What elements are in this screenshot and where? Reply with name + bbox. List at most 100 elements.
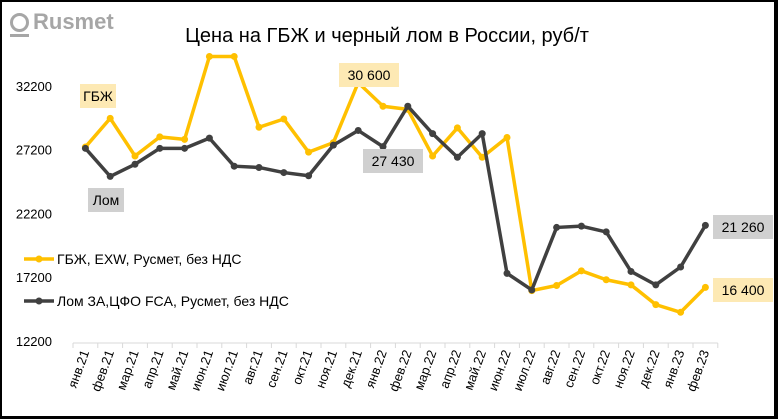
y-tick-label: 22200	[16, 206, 52, 221]
data-point-0	[453, 124, 461, 132]
data-point-1	[354, 126, 362, 134]
series-line-1	[84, 104, 707, 292]
data-point-0	[106, 114, 114, 122]
y-tick-label: 12200	[16, 334, 52, 349]
data-point-0	[181, 135, 189, 143]
data-point-0	[429, 152, 437, 160]
data-point-0	[156, 133, 164, 141]
x-tick-label: янв.21	[65, 348, 93, 390]
x-tick-label: окт.21	[289, 348, 315, 387]
x-tick-label: ноя.21	[313, 348, 341, 390]
data-label: 27 430	[372, 153, 415, 169]
data-point-1	[280, 169, 288, 177]
x-tick-label: май.22	[461, 348, 489, 392]
data-point-0	[602, 276, 610, 284]
x-tick-label: дек.21	[338, 348, 365, 389]
data-point-1	[81, 144, 89, 152]
data-point-1	[156, 144, 164, 152]
x-tick-label: апр.21	[139, 348, 167, 390]
data-point-1	[627, 267, 635, 275]
chart-title: Цена на ГБЖ и черный лом в России, руб/т	[185, 25, 589, 47]
data-point-1	[205, 134, 213, 142]
data-point-0	[230, 52, 238, 60]
rusmet-logo: Rusmet	[10, 9, 114, 37]
y-tick-label: 27200	[16, 143, 52, 158]
data-point-1	[652, 281, 660, 289]
x-tick-label: апр.22	[437, 348, 465, 390]
legend-marker-1	[35, 297, 43, 305]
data-label-bg	[713, 215, 773, 239]
x-tick-label: окт.22	[587, 348, 613, 387]
x-tick-label: авг.21	[240, 348, 266, 386]
data-point-0	[478, 153, 486, 161]
data-point-0	[652, 301, 660, 309]
x-tick-label: янв.23	[660, 348, 688, 390]
data-point-1	[106, 172, 114, 180]
data-point-1	[429, 130, 437, 138]
x-tick-label: июл.21	[212, 348, 241, 393]
data-label: 30 600	[348, 67, 391, 83]
data-label-bg	[88, 188, 124, 212]
data-point-0	[627, 281, 635, 289]
data-label: ГБЖ	[83, 88, 113, 104]
data-point-1	[503, 269, 511, 277]
x-tick-label: янв.22	[362, 348, 390, 390]
data-point-0	[280, 115, 288, 123]
data-point-1	[255, 163, 263, 171]
y-tick-label: 17200	[16, 270, 52, 285]
data-point-0	[305, 148, 313, 156]
x-tick-label: авг.22	[537, 348, 563, 386]
data-point-1	[181, 144, 189, 152]
x-tick-label: июн.22	[485, 348, 514, 393]
x-tick-label: май.21	[163, 348, 191, 392]
data-label: 21 260	[722, 219, 765, 235]
data-label-bg	[363, 149, 423, 173]
x-tick-label: мар.22	[411, 348, 439, 392]
data-label-bg	[713, 278, 773, 302]
data-point-0	[677, 308, 685, 316]
data-label: 16 400	[722, 282, 765, 298]
y-tick-label: 32200	[16, 79, 52, 94]
data-point-1	[453, 153, 461, 161]
data-point-0	[553, 281, 561, 289]
x-tick-label: сен.22	[561, 348, 588, 390]
x-tick-label: сен.21	[263, 348, 290, 390]
data-point-1	[230, 162, 238, 170]
data-point-1	[478, 130, 486, 138]
data-label: Лом	[93, 192, 120, 208]
data-label-bg	[339, 63, 399, 87]
data-point-1	[577, 222, 585, 230]
legend-label-0: ГБЖ, EXW, Русмет, без НДС	[57, 251, 242, 267]
data-point-0	[503, 133, 511, 141]
data-point-1	[553, 223, 561, 231]
data-point-1	[602, 228, 610, 236]
logo-icon	[10, 12, 29, 37]
x-tick-label: мар.21	[114, 348, 142, 392]
data-point-1	[329, 141, 337, 149]
data-point-1	[305, 172, 313, 180]
data-point-1	[131, 160, 139, 168]
data-point-1	[528, 286, 536, 294]
data-point-0	[131, 152, 139, 160]
data-point-0	[205, 52, 213, 60]
legend-marker-0	[35, 255, 43, 263]
data-point-0	[255, 123, 263, 131]
series-line-0	[84, 54, 707, 315]
x-tick-label: фев.23	[683, 348, 712, 393]
data-point-0	[379, 102, 387, 110]
x-tick-label: июн.21	[188, 348, 217, 393]
data-point-0	[701, 283, 709, 291]
data-point-1	[677, 263, 685, 271]
logo-text: Rusmet	[33, 9, 114, 34]
x-tick-label: дек.22	[635, 348, 662, 389]
data-point-1	[379, 143, 387, 151]
data-label-bg	[80, 84, 116, 108]
data-point-0	[577, 267, 585, 275]
legend-label-1: Лом ЗА,ЦФО FCA, Русмет, без НДС	[57, 293, 289, 309]
data-point-1	[701, 221, 709, 229]
x-tick-label: июл.22	[510, 348, 539, 393]
x-tick-label: ноя.22	[610, 348, 638, 390]
data-point-1	[404, 102, 412, 110]
